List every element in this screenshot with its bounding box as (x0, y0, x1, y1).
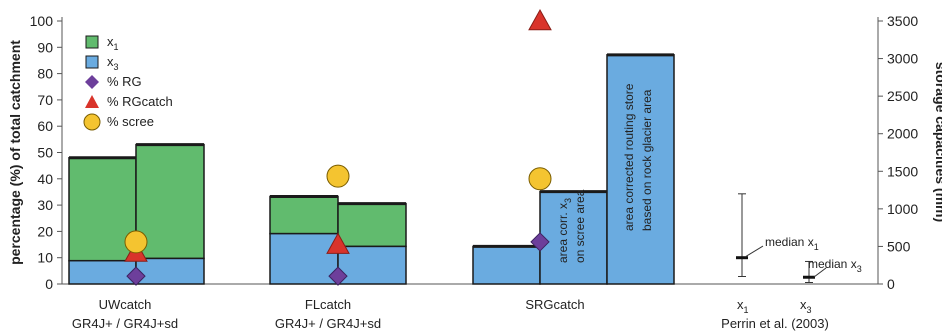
y-tick-label: 100 (30, 13, 54, 29)
bar-x3 (539, 190, 608, 285)
bar-x3 (68, 259, 137, 285)
y2-tick-label: 500 (887, 238, 911, 254)
y2-tick-label: 2000 (887, 126, 918, 142)
bar-x1 (135, 143, 205, 260)
bar-x3 (472, 245, 541, 285)
category-sublabel: GR4J+ / GR4J+sd (72, 316, 178, 331)
category-label: SRGcatch (525, 297, 584, 312)
annotation-area-corr: area corr. x3 (556, 198, 573, 263)
marker-rg (126, 266, 146, 286)
legend-label-x3-subscript: 3 (114, 62, 119, 72)
bar-x3 (135, 257, 205, 285)
marker-rgcatch (528, 8, 552, 31)
perrin-x1-label-subscript: 1 (744, 305, 749, 315)
legend-label-scree: % scree (107, 114, 154, 129)
y2-tick-label: 3000 (887, 51, 918, 67)
perrin-reference-label: Perrin et al. (2003) (721, 316, 829, 331)
bar-x3 (606, 54, 675, 285)
perrin-x3-label-subscript: 3 (807, 305, 812, 315)
marker-scree (124, 230, 148, 254)
median-x3-pointer (813, 267, 827, 278)
median-x3-label-subscript: 3 (857, 264, 862, 274)
y2-tick-label: 2500 (887, 88, 918, 104)
perrin-x3-label: x3 (800, 297, 812, 315)
y-tick-label: 20 (37, 223, 53, 239)
median-x3-label: median x3 (808, 257, 862, 274)
y2-axis-title: storage capacities (mm) (933, 62, 942, 222)
legend-swatch-rg (85, 75, 99, 89)
legend-label-rgcatch: % RGcatch (107, 94, 173, 109)
perrin-x1-label-base: x (737, 297, 744, 312)
marker-rg (530, 232, 550, 252)
y-tick-label: 10 (37, 250, 53, 266)
marker-scree (528, 167, 552, 191)
marker-scree (326, 164, 350, 188)
median-x1-label-subscript: 1 (814, 242, 819, 252)
y-tick-label: 70 (37, 92, 53, 108)
annotation-rock-glacier: based on rock glacier area (640, 89, 654, 231)
marker-rg (328, 266, 348, 286)
bar-x3 (269, 232, 339, 285)
perrin-x3-label-base: x (800, 297, 807, 312)
median-x1-label: median x1 (765, 235, 819, 252)
category-sublabel: GR4J+ / GR4J+sd (275, 316, 381, 331)
y-tick-label: 30 (37, 197, 53, 213)
bar-x1 (269, 195, 339, 235)
bar-x3 (337, 245, 407, 285)
median-x3-label-base: median x (808, 257, 857, 271)
y-tick-label: 40 (37, 171, 53, 187)
legend-label-x3-base: x (107, 54, 114, 69)
median-x1-pointer (744, 245, 764, 258)
legend-swatch-x1 (85, 35, 99, 49)
y-tick-label: 50 (37, 145, 53, 161)
annotation-area-corr-base: area corr. x (556, 203, 570, 263)
legend-label-x1-base: x (107, 34, 114, 49)
marker-rgcatch (326, 232, 350, 254)
legend-swatch-x3 (85, 55, 99, 69)
median-x1-label-base: median x (765, 235, 814, 249)
legend-swatch-scree (83, 113, 101, 131)
legend-swatch-rgcatch (85, 95, 99, 108)
y-tick-label: 90 (37, 39, 53, 55)
annotation-routing-store: area corrected routing store (622, 83, 636, 231)
y2-tick-label: 0 (887, 276, 895, 292)
y2-tick-label: 3500 (887, 13, 918, 29)
annotation-scree-area: on scree area (573, 189, 587, 263)
legend-label-x3: x3 (107, 54, 119, 72)
y-tick-label: 60 (37, 118, 53, 134)
perrin-x1-label: x1 (737, 297, 749, 315)
legend-label-rg: % RG (107, 74, 142, 89)
y-axis-title: percentage (%) of total catchment (7, 40, 23, 265)
y2-tick-label: 1000 (887, 201, 918, 217)
annotation-area-corr-subscript: 3 (563, 198, 573, 203)
category-label: FLcatch (305, 297, 351, 312)
legend-label-x1-subscript: 1 (114, 42, 119, 52)
y2-tick-label: 1500 (887, 163, 918, 179)
category-label: UWcatch (99, 297, 152, 312)
bar-x1 (337, 202, 407, 248)
y-tick-label: 0 (45, 276, 53, 292)
y-tick-label: 80 (37, 66, 53, 82)
legend-label-x1: x1 (107, 34, 119, 52)
